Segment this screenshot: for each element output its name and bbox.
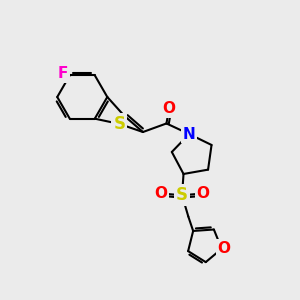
Text: O: O: [196, 186, 210, 201]
Text: F: F: [58, 66, 68, 81]
Text: O: O: [154, 186, 167, 201]
Text: N: N: [183, 127, 196, 142]
Text: O: O: [218, 241, 230, 256]
Text: S: S: [113, 115, 125, 133]
Text: S: S: [176, 186, 188, 204]
Text: O: O: [163, 101, 176, 116]
